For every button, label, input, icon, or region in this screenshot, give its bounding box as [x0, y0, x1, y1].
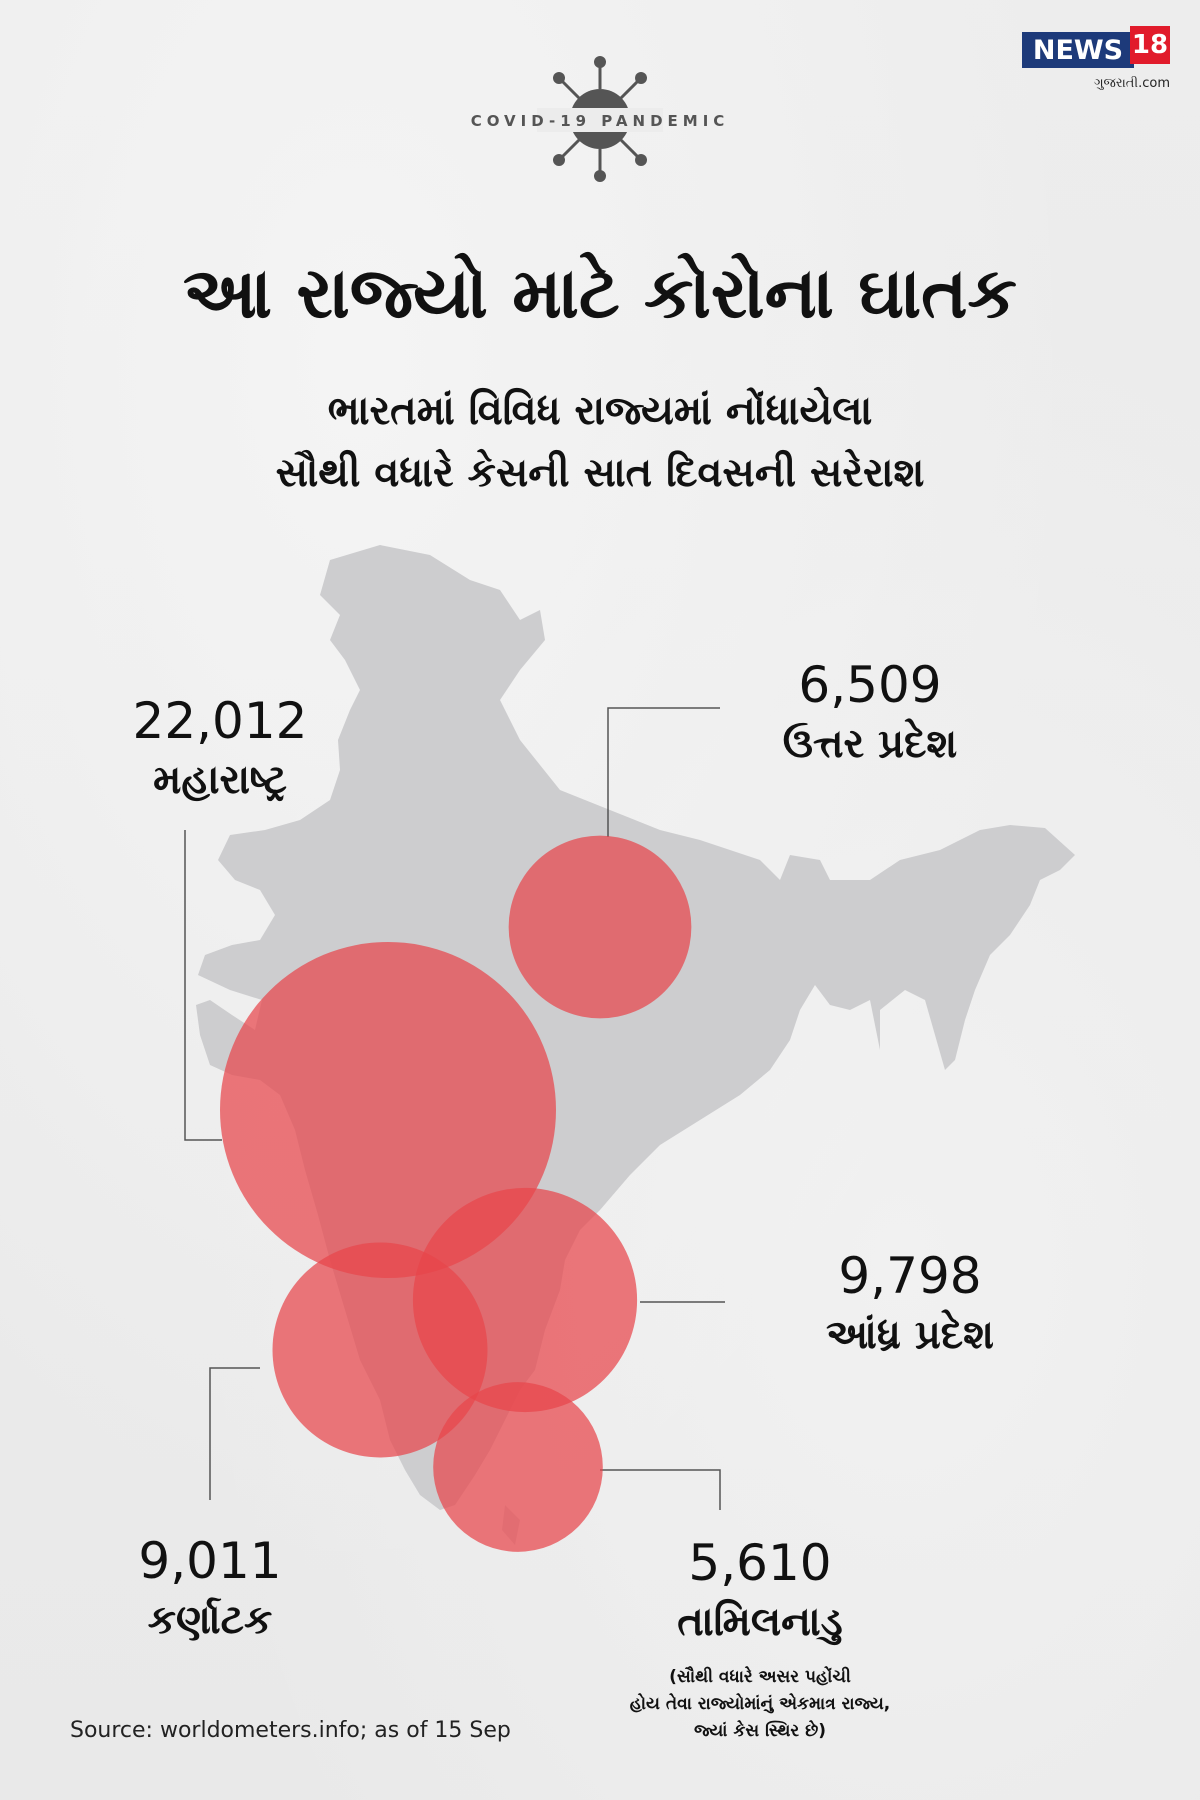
value-andhra-pradesh: 9,798 — [838, 1247, 982, 1305]
logo-number: 18 — [1130, 26, 1170, 64]
label-uttar-pradesh: 6,509 ઉત્તર પ્રદેશ — [740, 654, 1000, 772]
badge-text: COVID-19 PANDEMIC — [470, 112, 730, 130]
name-karnataka: કર્ણાટક — [147, 1597, 273, 1643]
subtitle-line-2: સૌથી વધારે કેસની સાત દિવસની સરેરાશ — [275, 450, 925, 496]
note-line-3: જ્યાં કેસ સ્થિર છે) — [694, 1721, 826, 1741]
case-bubbles — [220, 835, 692, 1552]
value-maharashtra: 22,012 — [132, 692, 308, 750]
label-andhra-pradesh: 9,798 આંધ્ર પ્રદેશ — [780, 1245, 1040, 1363]
name-andhra-pradesh: આંધ્ર પ્રદેશ — [826, 1312, 994, 1358]
value-karnataka: 9,011 — [138, 1532, 282, 1590]
virus-icon — [537, 56, 663, 182]
bubble-uttar-pradesh — [508, 835, 692, 1019]
leader-lines — [184, 707, 725, 1510]
logo-main: NEWS — [1022, 32, 1134, 68]
label-karnataka: 9,011 કર્ણાટક — [100, 1530, 320, 1648]
value-tamil-nadu: 5,610 — [688, 1534, 832, 1592]
news18-logo[interactable]: NEWS 18 ગુજરાતી.com — [1022, 26, 1172, 98]
bubble-karnataka — [272, 1242, 488, 1458]
note-line-1: (સૌથી વધારે અસર પહોંચી — [669, 1667, 851, 1687]
page-subtitle: ભારતમાં વિવિધ રાજ્યમાં નોંધાયેલા સૌથી વધ… — [0, 380, 1200, 504]
subtitle-line-1: ભારતમાં વિવિધ રાજ્યમાં નોંધાયેલા — [327, 388, 873, 434]
label-maharashtra: 22,012 મહારાષ્ટ્ર — [110, 690, 330, 808]
note-line-2: હોય તેવા રાજ્યોમાંનું એકમાત્ર રાજ્ય, — [629, 1694, 891, 1714]
name-uttar-pradesh: ઉત્તર પ્રદેશ — [782, 721, 958, 767]
page-title: આ રાજ્યો માટે કોરોના ઘાતક — [183, 252, 1017, 334]
name-maharashtra: મહારાષ્ટ્ર — [153, 757, 287, 803]
name-tamil-nadu: તામિલનાડુ — [677, 1599, 843, 1645]
tamil-nadu-note: (સૌથી વધારે અસર પહોંચી હોય તેવા રાજ્યોમા… — [590, 1664, 930, 1745]
bubble-tamil-nadu — [433, 1382, 603, 1552]
covid-badge: COVID-19 PANDEMIC — [455, 56, 745, 196]
source-text: Source: worldometers.info; as of 15 Sep — [70, 1718, 511, 1743]
value-uttar-pradesh: 6,509 — [798, 656, 942, 714]
label-tamil-nadu: 5,610 તામિલનાડુ — [620, 1532, 900, 1650]
logo-sub: ગુજરાતી.com — [1094, 76, 1170, 91]
bubble-maharashtra — [220, 942, 556, 1278]
